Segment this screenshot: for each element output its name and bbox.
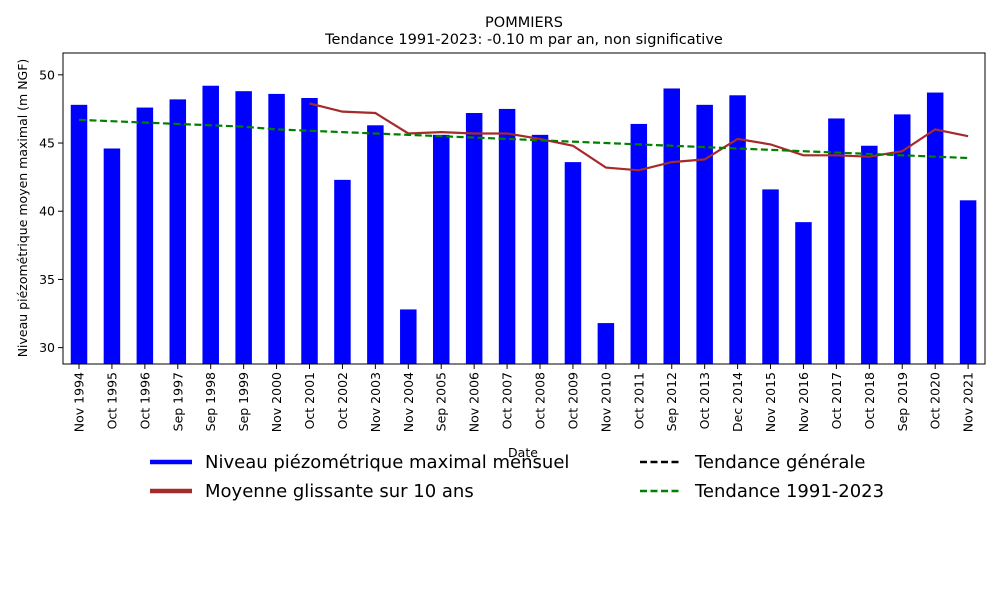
y-tick-label-4: 50 — [39, 67, 55, 82]
x-tick-label-3: Sep 1997 — [170, 372, 185, 431]
bar-1 — [103, 148, 121, 364]
x-tick-label-11: Sep 2005 — [434, 372, 449, 431]
x-tick-label-27: Nov 2021 — [961, 372, 976, 432]
legend-label-0: Niveau piézométrique maximal mensuel — [205, 452, 569, 473]
x-tick-label-13: Oct 2007 — [500, 372, 515, 429]
x-tick-label-10: Nov 2004 — [401, 372, 416, 432]
y-axis-label: Niveau piézométrique moyen maximal (m NG… — [15, 59, 30, 358]
x-tick-label-24: Oct 2018 — [862, 372, 877, 429]
chart-title: POMMIERS — [485, 15, 563, 31]
bar-16 — [597, 323, 615, 364]
x-tick-label-26: Oct 2020 — [928, 372, 943, 429]
x-axis-label: Date — [508, 445, 538, 460]
y-tick-label-2: 40 — [39, 204, 55, 219]
bar-21 — [762, 189, 779, 364]
bar-18 — [663, 88, 680, 365]
series-line-2 — [78, 118, 969, 160]
bar-22 — [795, 222, 812, 364]
x-axis: Nov 1994 Oct 1995 Oct 1996 Sep 1997 Sep 1998… — [72, 364, 976, 432]
lines-group — [78, 102, 969, 172]
bar-10 — [400, 309, 417, 364]
x-tick-label-14: Oct 2008 — [533, 372, 548, 429]
legend-label-1: Moyenne glissante sur 10 ans — [205, 481, 474, 502]
bars-group — [70, 85, 977, 365]
legend-label-2: Tendance générale — [694, 452, 865, 473]
x-tick-label-16: Nov 2010 — [598, 372, 613, 432]
bar-26 — [926, 92, 944, 364]
bar-0 — [70, 104, 88, 364]
chart-subtitle: Tendance 1991-2023: -0.10 m par an, non … — [324, 32, 723, 48]
x-tick-label-2: Oct 1996 — [137, 372, 152, 429]
x-tick-label-22: Nov 2016 — [796, 372, 811, 432]
bar-17 — [630, 123, 648, 365]
x-tick-label-18: Sep 2012 — [664, 372, 679, 431]
bar-20 — [729, 95, 746, 364]
bar-11 — [432, 134, 450, 364]
bar-19 — [696, 104, 713, 364]
bar-13 — [498, 108, 516, 365]
bar-14 — [531, 134, 549, 364]
bar-23 — [828, 118, 845, 364]
bar-5 — [235, 91, 252, 364]
plot-area-frame — [62, 52, 986, 365]
x-tick-label-0: Nov 1994 — [72, 372, 87, 432]
x-tick-label-7: Oct 2001 — [302, 372, 317, 429]
bar-25 — [894, 114, 911, 364]
x-tick-label-6: Nov 2000 — [269, 372, 284, 432]
x-tick-label-21: Nov 2015 — [763, 372, 778, 432]
x-tick-label-1: Oct 1995 — [104, 372, 119, 429]
bar-9 — [367, 125, 384, 364]
x-tick-label-15: Oct 2009 — [565, 372, 580, 429]
legend-label-3: Tendance 1991-2023 — [694, 481, 884, 502]
x-tick-label-20: Dec 2014 — [730, 372, 745, 432]
x-tick-label-25: Sep 2019 — [895, 372, 910, 431]
bar-6 — [268, 93, 285, 365]
y-tick-label-0: 30 — [39, 340, 55, 355]
x-tick-label-23: Oct 2017 — [829, 372, 844, 429]
legend: Niveau piézométrique maximal mensuel Moye… — [150, 452, 884, 502]
y-tick-label-1: 35 — [39, 272, 55, 287]
x-tick-label-9: Nov 2003 — [368, 372, 383, 432]
bar-15 — [564, 162, 582, 364]
bar-8 — [334, 179, 351, 364]
bar-12 — [465, 113, 483, 365]
x-tick-label-5: Sep 1999 — [236, 372, 251, 431]
bar-27 — [959, 200, 977, 364]
bar-3 — [169, 99, 187, 364]
x-tick-label-12: Nov 2006 — [467, 372, 482, 432]
bar-2 — [136, 107, 154, 364]
bar-7 — [301, 98, 318, 364]
series-line-0 — [309, 102, 969, 172]
y-tick-label-3: 45 — [39, 136, 55, 151]
bar-24 — [861, 145, 878, 364]
y-axis: 30 35 40 45 50 — [39, 67, 63, 355]
x-tick-label-17: Oct 2011 — [631, 372, 646, 429]
x-tick-label-8: Oct 2002 — [335, 372, 350, 429]
x-tick-label-4: Sep 1998 — [203, 372, 218, 431]
bar-4 — [202, 85, 219, 365]
x-tick-label-19: Oct 2013 — [697, 372, 712, 429]
